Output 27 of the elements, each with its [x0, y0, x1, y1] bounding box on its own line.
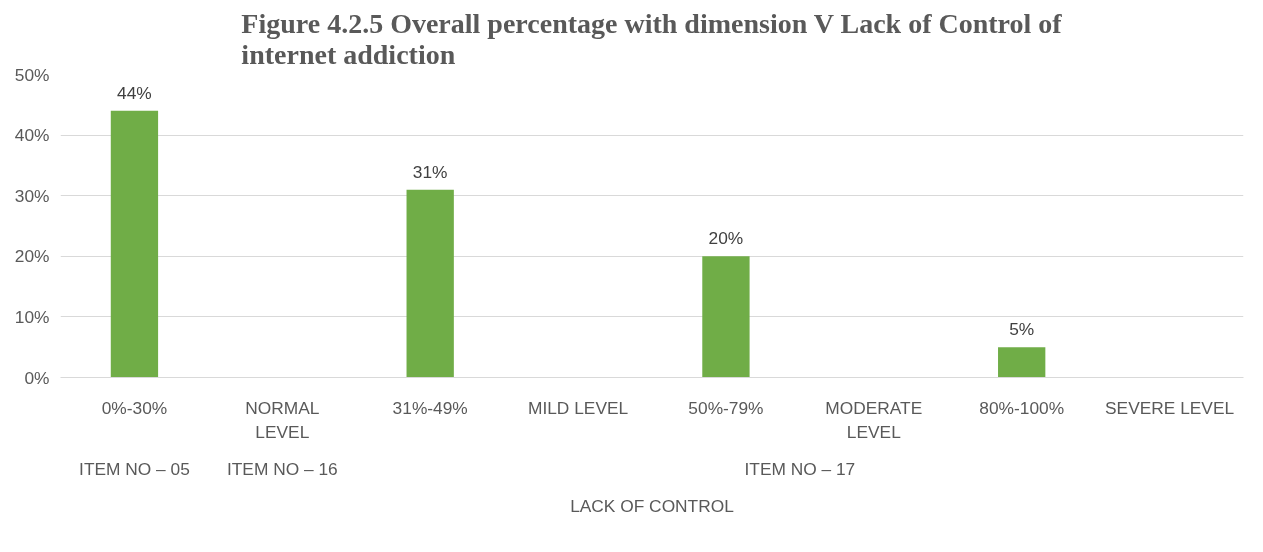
bar [702, 256, 750, 378]
x-tick-label: 50%-79% [688, 397, 764, 418]
data-label: 44% [117, 82, 152, 103]
x-tick-label: 0%-30% [101, 397, 168, 418]
x-tick-label: NORMAL LEVEL [245, 397, 320, 442]
y-tick-label: 0% [24, 367, 50, 388]
text: ITEM NO – 05 [79, 458, 190, 479]
bar [998, 347, 1046, 378]
text: ITEM NO – 16 [226, 458, 338, 479]
x-tick-label: 80%-100% [979, 397, 1065, 418]
x-tick-label: MODERATE LEVEL [825, 397, 923, 442]
y-tick-label: 40% [14, 125, 50, 146]
text: LACK OF CONTROL [570, 495, 735, 516]
chart-title: Figure 4.2.5 Overall percentage with dimension V Lack of Control of internet addiction [241, 7, 1063, 70]
x-tick-label: MILD LEVEL [527, 397, 629, 418]
y-tick-label: 10% [14, 306, 50, 327]
data-label: 5% [1009, 319, 1035, 340]
y-tick-label: 30% [14, 185, 50, 206]
x-tick-label: 31%-49% [392, 397, 468, 418]
text: ITEM NO – 17 [744, 458, 856, 479]
y-tick-label: 50% [14, 64, 50, 85]
data-label: 20% [708, 228, 744, 249]
x-tick-label: SEVERE LEVEL [1105, 397, 1235, 418]
y-tick-label: 20% [14, 246, 50, 267]
bar [110, 110, 159, 378]
bar [406, 189, 454, 378]
data-label: 31% [412, 161, 448, 182]
